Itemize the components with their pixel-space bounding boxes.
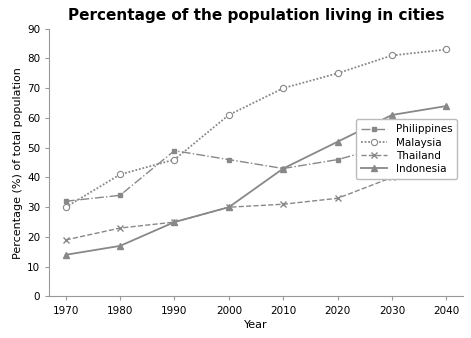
Philippines: [63, 199, 68, 203]
Philippines: [389, 143, 395, 147]
Philippines: [226, 158, 232, 162]
Line: Malaysia: Malaysia: [63, 46, 449, 210]
Malaysia: [444, 47, 449, 51]
Malaysia: [335, 71, 341, 75]
Thailand: [226, 205, 232, 209]
Thailand: [117, 226, 123, 230]
Philippines: [280, 167, 286, 171]
X-axis label: Year: Year: [244, 320, 268, 330]
Thailand: [389, 175, 395, 179]
Philippines: [117, 193, 123, 197]
Indonesia: [444, 104, 449, 108]
Malaysia: [171, 158, 177, 162]
Philippines: [171, 149, 177, 153]
Thailand: [171, 220, 177, 224]
Line: Thailand: Thailand: [62, 144, 450, 243]
Malaysia: [280, 86, 286, 90]
Thailand: [63, 238, 68, 242]
Indonesia: [226, 205, 232, 209]
Legend: Philippines, Malaysia, Thailand, Indonesia: Philippines, Malaysia, Thailand, Indones…: [356, 119, 457, 179]
Indonesia: [117, 244, 123, 248]
Thailand: [280, 202, 286, 206]
Title: Percentage of the population living in cities: Percentage of the population living in c…: [68, 8, 444, 23]
Y-axis label: Percentage (%) of total population: Percentage (%) of total population: [13, 67, 23, 259]
Malaysia: [63, 205, 68, 209]
Philippines: [335, 158, 341, 162]
Line: Philippines: Philippines: [63, 127, 449, 204]
Indonesia: [171, 220, 177, 224]
Indonesia: [63, 253, 68, 257]
Thailand: [335, 196, 341, 200]
Indonesia: [389, 113, 395, 117]
Line: Indonesia: Indonesia: [63, 103, 449, 258]
Indonesia: [335, 140, 341, 144]
Philippines: [444, 128, 449, 132]
Malaysia: [389, 53, 395, 57]
Malaysia: [226, 113, 232, 117]
Malaysia: [117, 172, 123, 176]
Indonesia: [280, 167, 286, 171]
Thailand: [444, 146, 449, 150]
